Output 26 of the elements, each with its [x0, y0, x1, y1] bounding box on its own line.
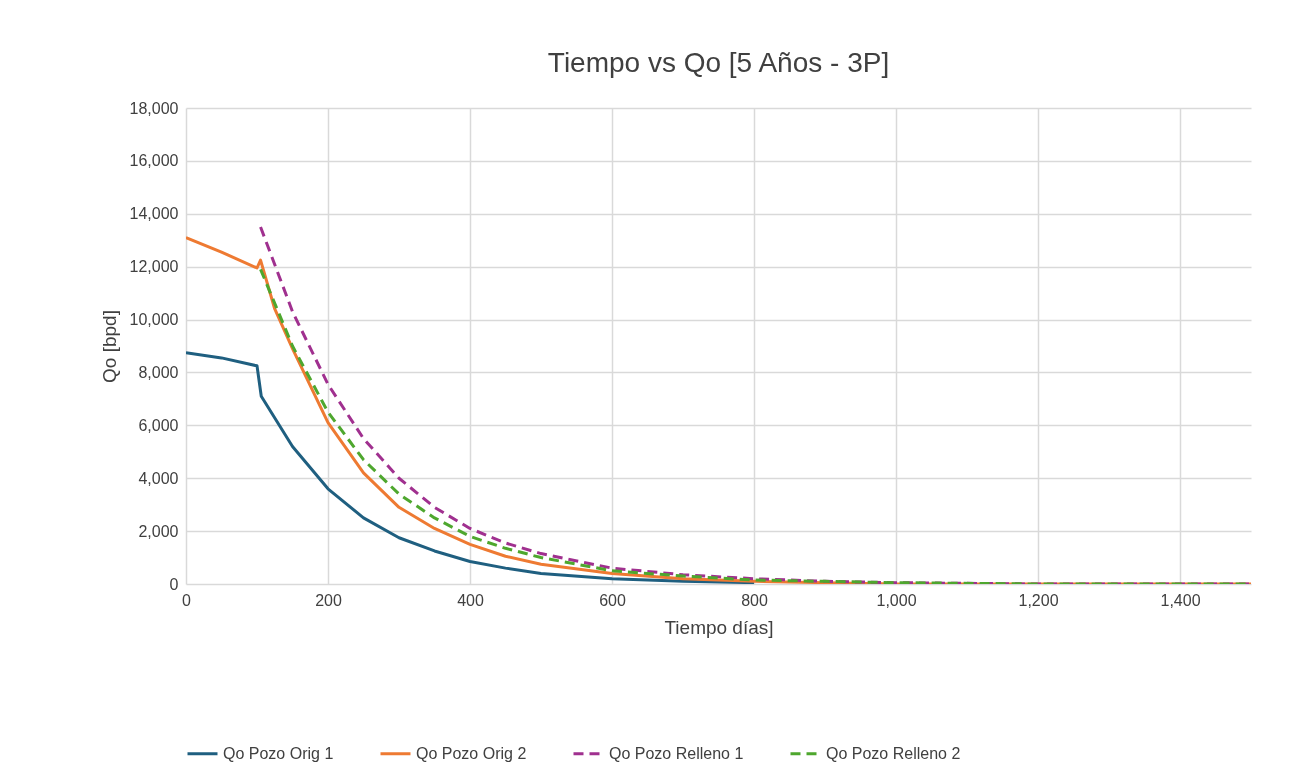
x-tick-label: 400 [457, 591, 484, 609]
y-tick-label: 6,000 [138, 416, 179, 434]
legend-label: Qo Pozo Orig 1 [223, 744, 334, 762]
x-axis-title: Tiempo días] [664, 616, 774, 638]
y-tick-label: 8,000 [138, 363, 179, 381]
y-axis-title: Qo [bpd] [98, 310, 120, 383]
y-tick-label: 10,000 [129, 311, 179, 329]
y-tick-label: 2,000 [138, 522, 179, 540]
x-tick-label: 1,000 [876, 591, 917, 609]
x-tick-label: 800 [741, 591, 768, 609]
x-tick-label: 0 [182, 591, 192, 609]
y-tick-label: 12,000 [129, 258, 179, 276]
x-tick-label: 600 [599, 591, 626, 609]
line-series [186, 351, 756, 584]
y-tick-label: 0 [169, 575, 179, 593]
y-tick-label: 14,000 [129, 205, 179, 223]
chart-title: Tiempo vs Qo [5 Años - 3P] [547, 47, 890, 78]
x-tick-label: 200 [315, 591, 342, 609]
legend-label: Qo Pozo Relleno 2 [826, 744, 961, 762]
y-tick-label: 16,000 [129, 152, 179, 170]
x-tick-label: 1,400 [1160, 591, 1201, 609]
y-tick-label: 4,000 [138, 469, 179, 487]
y-tick-label: 18,000 [129, 99, 179, 117]
x-tick-label: 1,200 [1018, 591, 1059, 609]
legend-label: Qo Pozo Relleno 1 [609, 744, 744, 762]
legend-label: Qo Pozo Orig 2 [416, 744, 527, 762]
